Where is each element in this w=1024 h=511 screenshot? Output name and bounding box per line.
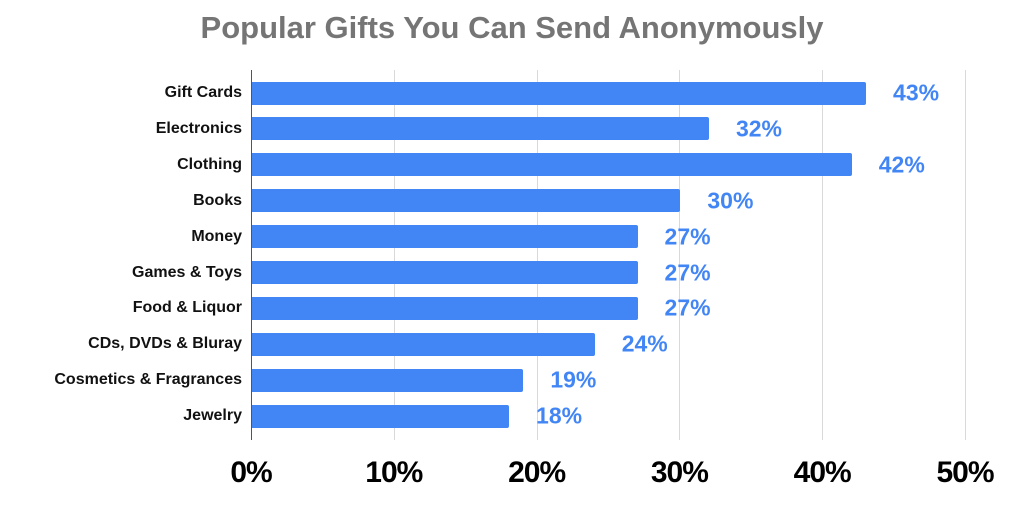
category-label: CDs, DVDs & Bluray [88,335,242,353]
data-label: 24% [621,330,668,357]
category-label: Cosmetics & Fragrances [54,371,242,389]
category-label: Gift Cards [164,84,242,101]
data-label: 30% [707,187,754,214]
category-label: Books [193,191,242,209]
gridline-50 [965,70,966,440]
data-label: 27% [664,223,711,250]
data-label: 27% [664,294,711,321]
bar [252,332,595,356]
data-label: 43% [893,79,940,106]
gridline-30 [679,70,680,440]
bar [252,368,524,392]
category-label: Jewelry [183,407,242,425]
category-label: Games & Toys [132,263,242,281]
bar [252,153,852,177]
gridline-20 [537,70,538,440]
x-tick-label: 40% [793,456,852,489]
data-label: 32% [735,115,782,142]
x-tick-label: 20% [508,456,566,489]
data-label: 27% [664,259,711,285]
bar [252,404,510,428]
x-tick-label: 10% [365,456,423,489]
x-tick-label: 50% [936,456,994,489]
gridline-40 [822,70,823,440]
category-label: Clothing [177,155,242,173]
bar [252,261,638,284]
category-label: Electronics [155,119,242,137]
data-label: 18% [536,402,583,429]
chart-title: Popular Gifts You Can Send Anonymously [200,10,824,45]
gridline-10 [394,70,395,440]
x-tick-label: 30% [650,456,709,489]
bar [252,296,638,320]
plot-area: 43% 32% 42% 30% 27% 27% 27% 24% 19% 18% [251,70,966,440]
bar [252,225,638,249]
data-label: 42% [878,151,925,178]
category-label: Food & Liquor [132,299,242,317]
x-tick-label: 0% [230,456,272,489]
bar [252,117,709,141]
category-label: Money [191,227,242,245]
bar [252,189,681,213]
bar [252,81,867,105]
data-label: 19% [550,366,597,393]
y-axis-line [251,70,252,440]
